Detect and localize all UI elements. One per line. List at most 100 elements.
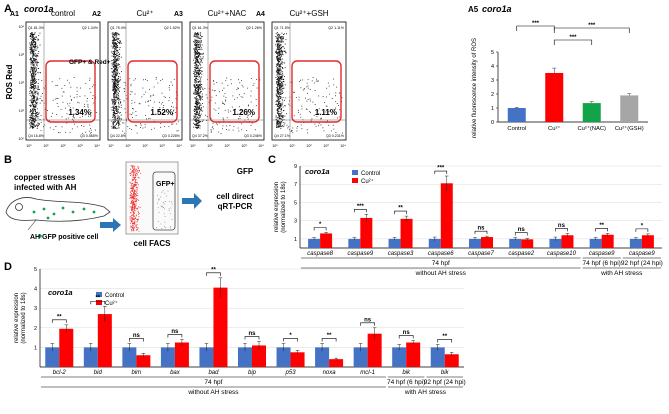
dot xyxy=(197,61,199,62)
dot xyxy=(199,77,201,79)
dot xyxy=(197,59,198,60)
dot xyxy=(277,85,279,87)
dot xyxy=(59,78,61,80)
dot xyxy=(32,53,34,55)
dot xyxy=(196,111,198,112)
dot xyxy=(30,58,31,60)
dot xyxy=(56,98,58,99)
facs-dot xyxy=(132,217,134,219)
dot xyxy=(37,61,38,63)
dot xyxy=(31,124,33,125)
dot xyxy=(322,127,324,129)
dot xyxy=(31,60,33,62)
facs-dot xyxy=(137,213,139,215)
dot xyxy=(117,117,119,119)
facs-dot xyxy=(137,188,138,190)
facs-dot xyxy=(169,213,171,215)
dot xyxy=(197,86,199,88)
facs-dot xyxy=(132,186,134,188)
dot xyxy=(275,116,277,118)
dot xyxy=(35,82,37,83)
dot xyxy=(30,102,32,103)
dot xyxy=(38,79,40,81)
gate-percent: 1.11% xyxy=(315,108,337,117)
facs-dot xyxy=(130,208,132,210)
dot xyxy=(82,132,84,134)
dot xyxy=(115,80,117,82)
facs-dot xyxy=(133,216,135,217)
dot xyxy=(275,36,277,38)
dot xyxy=(196,51,198,53)
dot xyxy=(113,47,115,49)
facs-dot xyxy=(131,202,133,204)
dot xyxy=(276,51,277,53)
dot xyxy=(201,36,203,37)
dot xyxy=(197,90,199,92)
dot xyxy=(113,120,115,122)
facs-dot xyxy=(157,195,158,196)
dot xyxy=(195,47,197,49)
dot xyxy=(118,59,120,61)
dot xyxy=(124,132,126,134)
dot xyxy=(277,49,279,50)
dot xyxy=(200,95,201,97)
dot xyxy=(67,103,68,105)
dot xyxy=(195,85,197,87)
dot xyxy=(111,99,113,101)
facs-dot xyxy=(130,175,131,176)
dot xyxy=(116,50,117,52)
dot xyxy=(89,88,91,90)
dot xyxy=(113,54,114,56)
dot xyxy=(115,60,117,62)
dot xyxy=(114,101,116,103)
facs-dot xyxy=(131,165,133,167)
dot xyxy=(117,88,118,90)
dot xyxy=(204,88,206,89)
dot xyxy=(115,90,116,92)
dot xyxy=(32,117,34,119)
dot xyxy=(197,46,199,48)
dot xyxy=(198,87,200,88)
dot xyxy=(196,33,197,34)
dot xyxy=(33,44,35,46)
dot xyxy=(117,59,119,61)
dot xyxy=(196,52,198,54)
dot xyxy=(32,102,34,104)
dot xyxy=(279,87,281,89)
facs-dot xyxy=(139,207,141,208)
control-bar xyxy=(388,238,401,248)
facs-dot xyxy=(133,223,135,224)
facs-dot xyxy=(135,171,137,173)
dot xyxy=(37,125,39,127)
dot xyxy=(32,75,34,76)
dot xyxy=(247,110,248,112)
category-label: caspase9 xyxy=(629,251,655,257)
dot xyxy=(112,39,114,41)
dot xyxy=(277,81,279,83)
dot xyxy=(114,111,116,113)
dot xyxy=(143,79,144,81)
facs-dot xyxy=(131,215,132,217)
dot xyxy=(194,65,196,66)
dot xyxy=(33,86,35,88)
dot xyxy=(119,40,121,42)
dot xyxy=(113,36,115,38)
dot xyxy=(127,126,129,128)
dot xyxy=(259,79,261,81)
facs-dot xyxy=(134,215,135,217)
sig-label: *** xyxy=(437,166,445,172)
dot xyxy=(115,71,117,73)
dot xyxy=(35,106,37,108)
dot xyxy=(115,95,117,97)
dot xyxy=(33,46,35,47)
dot xyxy=(278,35,280,36)
dot xyxy=(280,104,281,106)
dot xyxy=(247,105,249,107)
dot xyxy=(279,123,281,125)
dot xyxy=(199,87,201,89)
dot xyxy=(277,81,279,83)
dot xyxy=(279,54,281,56)
dot xyxy=(278,112,280,114)
dot xyxy=(114,99,115,101)
dot xyxy=(153,127,155,129)
